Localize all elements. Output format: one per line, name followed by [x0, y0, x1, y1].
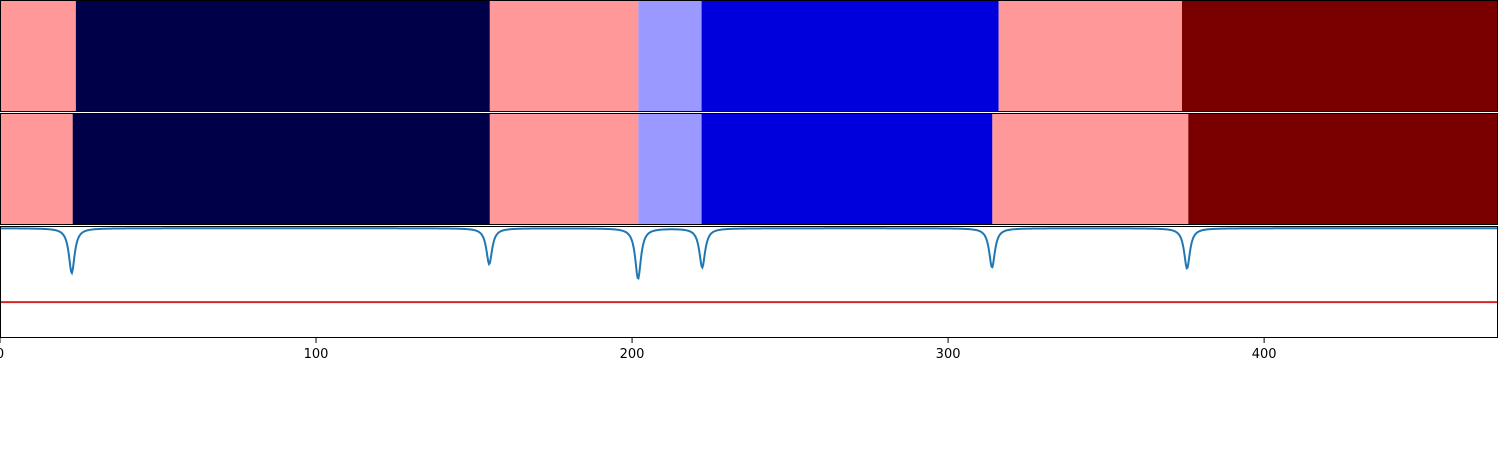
x-tick-label-400: 400: [1252, 347, 1277, 362]
segment-middle-3: [638, 113, 702, 225]
segment-middle-0: [0, 113, 73, 225]
segment-top-5: [998, 0, 1182, 112]
panel-frame-1: [0, 113, 1498, 225]
top-segmentation-panel: [0, 0, 1498, 112]
segment-top-3: [638, 0, 702, 112]
x-axis: 0 100 200 300 400: [0, 338, 1277, 362]
x-tick-label-0: 0: [0, 347, 4, 362]
x-tick-label-100: 100: [304, 347, 329, 362]
segment-top-0: [0, 0, 76, 112]
segment-middle-5: [992, 113, 1189, 225]
segment-middle-6: [1188, 113, 1498, 225]
middle-segmentation-panel: [0, 113, 1498, 225]
segment-middle-2: [489, 113, 639, 225]
segment-top-1: [75, 0, 490, 112]
segment-top-6: [1181, 0, 1498, 112]
boundary-signal-panel: [0, 226, 1498, 338]
segment-middle-1: [72, 113, 490, 225]
signal-panel-background: [0, 226, 1498, 338]
panel-frame-0: [0, 0, 1498, 112]
x-tick-label-200: 200: [620, 347, 645, 362]
segment-top-2: [489, 0, 639, 112]
x-tick-label-300: 300: [936, 347, 961, 362]
boundary-signal-line: [0, 227, 1498, 281]
panel-frame-2: [0, 226, 1498, 338]
segment-top-4: [701, 0, 999, 112]
segment-middle-4: [701, 113, 993, 225]
